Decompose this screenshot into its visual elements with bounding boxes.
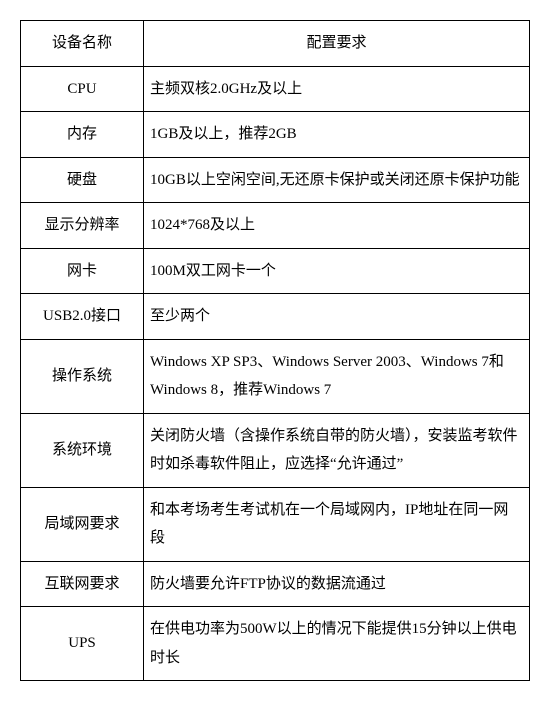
- table-row: 显示分辨率 1024*768及以上: [21, 203, 530, 249]
- table-row: 内存 1GB及以上，推荐2GB: [21, 112, 530, 158]
- spec-table: 设备名称 配置要求 CPU 主频双核2.0GHz及以上 内存 1GB及以上，推荐…: [20, 20, 530, 681]
- row-value: 10GB以上空闲空间,无还原卡保护或关闭还原卡保护功能: [144, 157, 530, 203]
- row-value: 主频双核2.0GHz及以上: [144, 66, 530, 112]
- table-row: USB2.0接口 至少两个: [21, 294, 530, 340]
- table-row: 操作系统 Windows XP SP3、Windows Server 2003、…: [21, 339, 530, 413]
- table-row: UPS 在供电功率为500W以上的情况下能提供15分钟以上供电时长: [21, 607, 530, 681]
- row-name: 显示分辨率: [21, 203, 144, 249]
- table-row: 互联网要求 防火墙要允许FTP协议的数据流通过: [21, 561, 530, 607]
- row-name: USB2.0接口: [21, 294, 144, 340]
- row-value: Windows XP SP3、Windows Server 2003、Windo…: [144, 339, 530, 413]
- row-value: 1GB及以上，推荐2GB: [144, 112, 530, 158]
- row-value: 和本考场考生考试机在一个局域网内，IP地址在同一网段: [144, 487, 530, 561]
- header-config-req: 配置要求: [144, 21, 530, 67]
- row-name: 内存: [21, 112, 144, 158]
- row-name: 互联网要求: [21, 561, 144, 607]
- table-row: 局域网要求 和本考场考生考试机在一个局域网内，IP地址在同一网段: [21, 487, 530, 561]
- table-header-row: 设备名称 配置要求: [21, 21, 530, 67]
- row-name: 操作系统: [21, 339, 144, 413]
- row-value: 关闭防火墙（含操作系统自带的防火墙），安装监考软件时如杀毒软件阻止，应选择“允许…: [144, 413, 530, 487]
- table-row: 硬盘 10GB以上空闲空间,无还原卡保护或关闭还原卡保护功能: [21, 157, 530, 203]
- row-name: 系统环境: [21, 413, 144, 487]
- header-device-name: 设备名称: [21, 21, 144, 67]
- row-name: CPU: [21, 66, 144, 112]
- table-row: CPU 主频双核2.0GHz及以上: [21, 66, 530, 112]
- row-value: 1024*768及以上: [144, 203, 530, 249]
- row-name: 局域网要求: [21, 487, 144, 561]
- table-body: CPU 主频双核2.0GHz及以上 内存 1GB及以上，推荐2GB 硬盘 10G…: [21, 66, 530, 681]
- table-row: 系统环境 关闭防火墙（含操作系统自带的防火墙），安装监考软件时如杀毒软件阻止，应…: [21, 413, 530, 487]
- row-name: 硬盘: [21, 157, 144, 203]
- row-name: 网卡: [21, 248, 144, 294]
- row-value: 至少两个: [144, 294, 530, 340]
- row-name: UPS: [21, 607, 144, 681]
- row-value: 100M双工网卡一个: [144, 248, 530, 294]
- row-value: 防火墙要允许FTP协议的数据流通过: [144, 561, 530, 607]
- table-row: 网卡 100M双工网卡一个: [21, 248, 530, 294]
- row-value: 在供电功率为500W以上的情况下能提供15分钟以上供电时长: [144, 607, 530, 681]
